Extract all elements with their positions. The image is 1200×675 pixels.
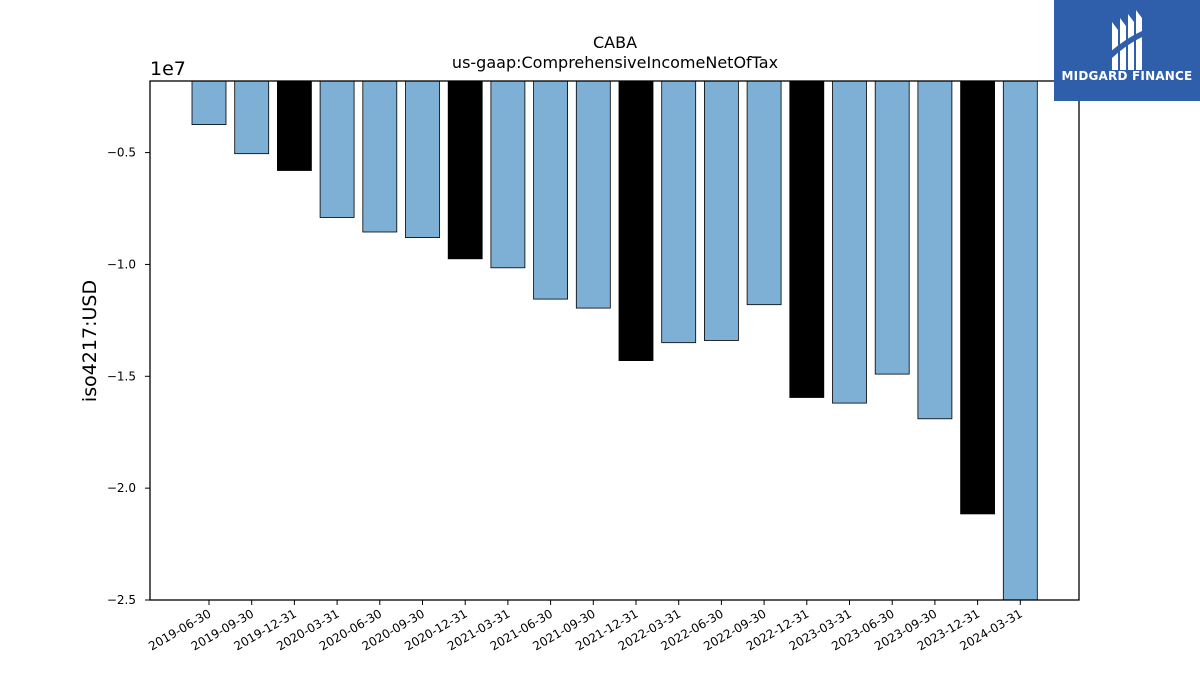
bar-2021-06-30 bbox=[533, 80, 568, 300]
bar-2024-03-31 bbox=[1002, 80, 1038, 601]
bar-2022-06-30 bbox=[704, 80, 739, 341]
bar-2020-09-30 bbox=[405, 80, 440, 239]
bar-2019-12-31 bbox=[276, 80, 312, 171]
bar-2023-12-31 bbox=[960, 80, 995, 515]
brand-name: MIDGARD FINANCE bbox=[1061, 69, 1193, 83]
bar-2021-09-30 bbox=[575, 80, 611, 309]
plot-frame bbox=[149, 80, 1080, 601]
bar-2022-03-31 bbox=[661, 80, 697, 344]
midgard-logo-icon bbox=[1110, 10, 1144, 70]
bar-2020-06-30 bbox=[362, 80, 398, 233]
y-tick-label: −1.0 bbox=[107, 257, 136, 271]
y-tick-label: −2.0 bbox=[107, 481, 136, 495]
bar-2019-09-30 bbox=[234, 80, 270, 155]
bar-2023-09-30 bbox=[917, 80, 953, 420]
x-axis-ticks: 2019-06-302019-09-302019-12-312020-03-31… bbox=[146, 600, 1025, 653]
bar-2020-12-31 bbox=[447, 80, 483, 260]
bars-group bbox=[191, 80, 1038, 601]
brand-logo: MIDGARD FINANCE bbox=[1054, 0, 1200, 101]
bar-2020-03-31 bbox=[319, 80, 355, 218]
y-axis-label: iso4217:USD bbox=[79, 280, 101, 402]
bar-2022-09-30 bbox=[746, 80, 782, 306]
y-tick-label: −1.5 bbox=[107, 369, 136, 383]
y-tick-label: −0.5 bbox=[107, 146, 136, 160]
bar-2022-12-31 bbox=[789, 80, 825, 398]
y-tick-label: −2.5 bbox=[107, 593, 136, 607]
y-offset-label: 1e7 bbox=[150, 58, 186, 80]
bar-2021-03-31 bbox=[490, 80, 526, 269]
y-axis-ticks: −0.5 −1.0 −1.5 −2.0 −2.5 bbox=[107, 146, 150, 607]
bar-2019-06-30 bbox=[191, 80, 227, 125]
bar-2023-06-30 bbox=[874, 80, 910, 375]
bar-2021-12-31 bbox=[618, 80, 654, 362]
chart-subtitle: us-gaap:ComprehensiveIncomeNetOfTax bbox=[452, 53, 778, 72]
chart-title: CABA bbox=[593, 33, 637, 52]
bar-2023-03-31 bbox=[832, 80, 867, 404]
